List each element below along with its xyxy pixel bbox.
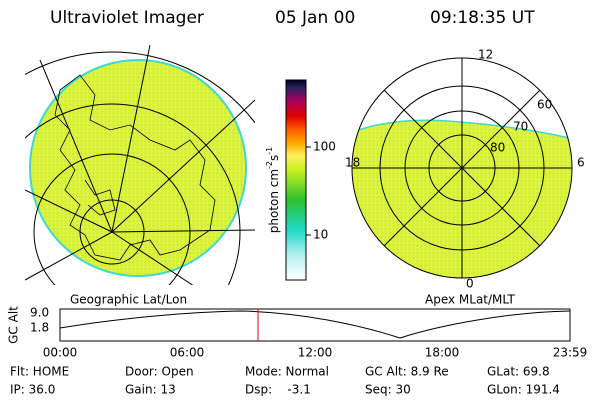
altitude-tick: 9.0 — [30, 306, 49, 320]
altitude-label: GC Alt — [7, 306, 21, 344]
date: 05 Jan 00 — [275, 8, 355, 28]
title: Ultraviolet Imager — [50, 8, 204, 28]
color-bar-unit: photon cm-2s-1 — [265, 147, 281, 234]
time-label: 00:00 — [43, 346, 78, 360]
geographic-image — [25, 45, 255, 285]
color-bar-label: 10 — [313, 228, 328, 242]
status-field: Door: Open — [125, 365, 194, 379]
time-label: 12:00 — [298, 346, 333, 360]
map-label: Apex MLat/MLT — [425, 293, 515, 307]
status-field: Mode: Normal — [245, 365, 329, 379]
polar-image — [351, 57, 591, 279]
mlt-label: 0 — [466, 277, 474, 291]
color-bar-label: 100 — [313, 140, 336, 154]
status-field: Flt: HOME — [10, 365, 69, 379]
altitude-tick: 1.8 — [30, 321, 49, 335]
mlt-label: 6 — [577, 156, 585, 170]
status-field: Seq: 30 — [365, 383, 411, 397]
time: 09:18:35 UT — [430, 8, 535, 28]
color-bar — [285, 79, 307, 281]
mlt-label: 12 — [478, 48, 493, 62]
mlat-label: 60 — [537, 98, 552, 112]
time-label: 06:00 — [170, 346, 205, 360]
status-field: IP: 36.0 — [10, 383, 55, 397]
status-field: Dsp: -3.1 — [245, 383, 311, 397]
status-field: GC Alt: 8.9 Re — [365, 365, 449, 379]
status-field: GLat: 69.8 — [487, 365, 550, 379]
status-panel: Flt: HOME Door: Open Mode: Normal GC Alt: 8… — [10, 365, 560, 397]
time-label: 23:59 — [553, 346, 588, 360]
time-axis: 00:00 06:00 12:00 18:00 23:59 — [43, 346, 588, 360]
altitude-curve — [59, 310, 571, 339]
status-field: GLon: 191.4 — [487, 383, 560, 397]
altitude-frame — [59, 308, 571, 342]
status-field: Gain: 13 — [125, 383, 176, 397]
time-label: 18:00 — [425, 346, 460, 360]
mlat-label: 80 — [490, 141, 505, 155]
map-label: Geographic Lat/Lon — [70, 293, 187, 307]
mlt-label: 18 — [345, 156, 360, 170]
mlat-label: 70 — [513, 120, 528, 134]
